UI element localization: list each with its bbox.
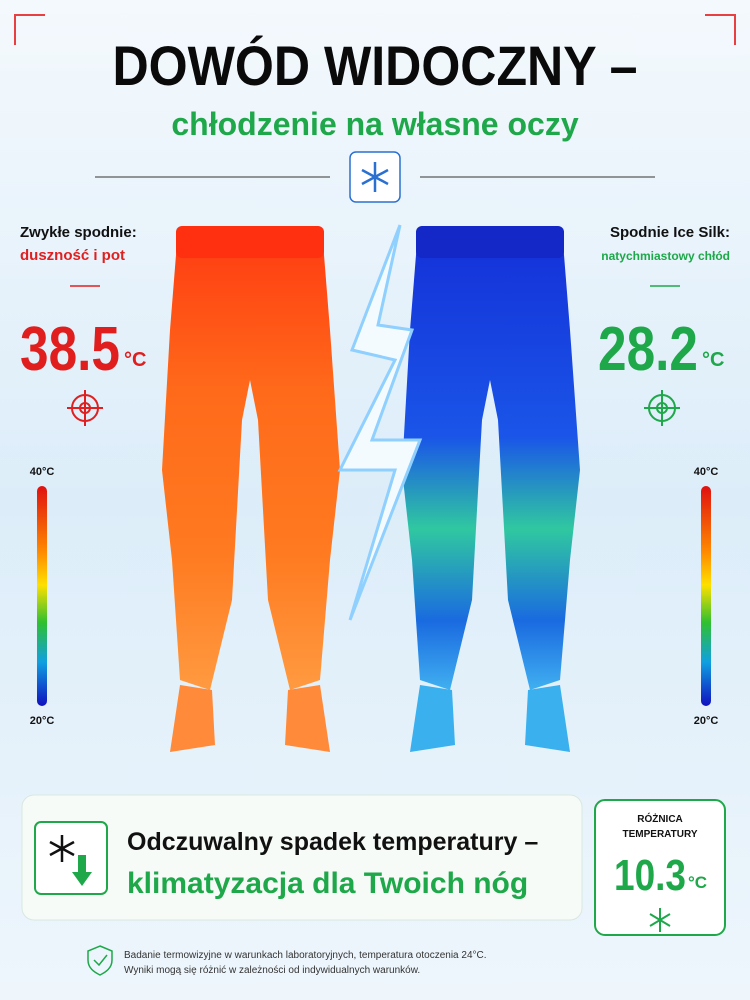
cooling-icon: [49, 835, 75, 862]
left-temp: 38.5: [20, 315, 120, 384]
left-label: Zwykłe spodnie:: [20, 224, 137, 241]
shield-icon: [87, 945, 113, 976]
difference-box: [594, 799, 726, 936]
subtitle: chłodzenie na własne oczy: [171, 106, 578, 142]
cooling-icon: [34, 821, 108, 895]
difference-value: 10.3: [614, 851, 686, 900]
scale-bar: [37, 486, 47, 706]
footnote: Badanie termowizyjne w warunkach laborat…: [124, 950, 487, 961]
right-desc: natychmiastowy chłód: [601, 249, 730, 263]
scale-top: 40°C: [30, 466, 55, 478]
corner-decor: [14, 14, 736, 45]
difference-label: RÓŻNICA: [637, 812, 683, 825]
snowflake-icon: [361, 162, 389, 192]
difference-label: TEMPERATURY: [623, 829, 698, 840]
target-icon: [644, 390, 680, 426]
scale-bar: [701, 486, 711, 706]
left-desc: duszność i pot: [20, 247, 125, 264]
banner-line1: Odczuwalny spadek temperatury –: [127, 828, 538, 856]
cold-pants: [402, 226, 580, 752]
difference-unit: °C: [688, 873, 707, 892]
scale-top: 40°C: [694, 466, 719, 478]
banner-line2: klimatyzacja dla Twoich nóg: [127, 867, 528, 900]
scale-bottom: 20°C: [30, 715, 55, 727]
cooling-icon: [72, 855, 92, 886]
banner: [21, 794, 583, 921]
right-label: Spodnie Ice Silk:: [610, 224, 730, 241]
footnote: Wyniki mogą się różnić w zależności od i…: [124, 965, 420, 976]
snowflake-icon: [649, 908, 671, 932]
target-icon: [67, 390, 103, 426]
shield-icon: [93, 954, 108, 967]
scale-bottom: 20°C: [694, 715, 719, 727]
lightning: [337, 224, 423, 621]
left-unit: °C: [124, 349, 146, 371]
title: DOWÓD WIDOCZNY –: [113, 34, 638, 97]
right-temp: 28.2: [598, 315, 698, 384]
hot-pants: [162, 226, 340, 752]
right-unit: °C: [702, 349, 724, 371]
